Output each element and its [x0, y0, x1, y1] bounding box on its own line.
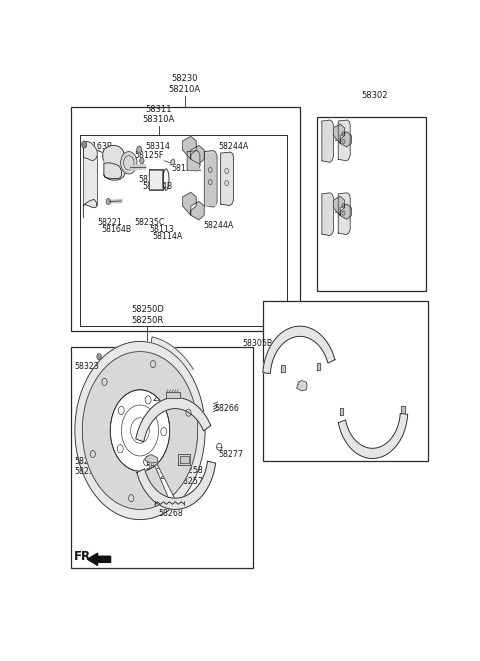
- Text: 58250D
58250R: 58250D 58250R: [131, 305, 164, 325]
- Text: FR.: FR.: [74, 550, 96, 563]
- Text: 58221: 58221: [97, 217, 122, 227]
- Polygon shape: [322, 193, 334, 235]
- Text: 58323: 58323: [74, 362, 99, 371]
- Text: 58164B: 58164B: [102, 225, 132, 234]
- Polygon shape: [180, 456, 189, 463]
- Bar: [71, 346, 253, 568]
- Polygon shape: [84, 157, 97, 204]
- Polygon shape: [83, 352, 198, 510]
- Text: 58163B: 58163B: [83, 142, 112, 151]
- Circle shape: [106, 198, 110, 204]
- Text: 58244A: 58244A: [203, 221, 233, 230]
- Polygon shape: [204, 151, 217, 207]
- Polygon shape: [221, 152, 233, 206]
- Text: 58251A
58252A: 58251A 58252A: [74, 457, 104, 477]
- Text: 58312A
58322B: 58312A 58322B: [145, 462, 176, 481]
- Polygon shape: [187, 151, 200, 171]
- Polygon shape: [130, 165, 146, 170]
- Polygon shape: [183, 192, 204, 220]
- Text: 58235C: 58235C: [134, 217, 165, 227]
- Circle shape: [120, 151, 137, 174]
- Text: 58230
58210A: 58230 58210A: [168, 74, 201, 94]
- Text: 58268: 58268: [158, 510, 183, 518]
- Polygon shape: [188, 153, 198, 169]
- Bar: [148, 169, 163, 190]
- Polygon shape: [136, 397, 211, 442]
- Text: 58244A: 58244A: [321, 207, 351, 215]
- Text: 58244A: 58244A: [218, 142, 248, 151]
- Bar: [71, 107, 300, 331]
- Polygon shape: [171, 159, 175, 165]
- Polygon shape: [75, 342, 205, 520]
- Polygon shape: [322, 120, 334, 163]
- Polygon shape: [84, 141, 97, 161]
- Bar: [263, 301, 428, 461]
- Polygon shape: [145, 455, 157, 463]
- Bar: [149, 170, 162, 189]
- Polygon shape: [137, 461, 216, 510]
- Polygon shape: [338, 414, 408, 459]
- Polygon shape: [334, 196, 351, 219]
- Polygon shape: [334, 124, 351, 147]
- Text: 58302: 58302: [361, 91, 387, 100]
- Text: 58258
58257: 58258 58257: [178, 466, 203, 486]
- Text: 58164B: 58164B: [143, 182, 173, 191]
- Text: 58113: 58113: [149, 225, 174, 234]
- Text: 58277: 58277: [218, 450, 243, 459]
- Circle shape: [97, 354, 101, 360]
- Polygon shape: [401, 406, 405, 413]
- Text: 58125F: 58125F: [134, 151, 164, 159]
- Text: 58266: 58266: [215, 404, 239, 413]
- Text: 58114A: 58114A: [152, 232, 182, 241]
- Polygon shape: [281, 366, 285, 373]
- Polygon shape: [178, 454, 190, 465]
- Polygon shape: [340, 408, 344, 415]
- Text: 25649: 25649: [152, 394, 177, 403]
- Circle shape: [137, 146, 142, 153]
- Circle shape: [82, 141, 87, 148]
- Polygon shape: [263, 326, 335, 373]
- Polygon shape: [205, 153, 215, 205]
- Polygon shape: [151, 336, 193, 373]
- Text: 58305B: 58305B: [242, 339, 273, 348]
- Text: 58311
58310A: 58311 58310A: [143, 104, 175, 124]
- Polygon shape: [166, 392, 180, 398]
- Polygon shape: [338, 120, 350, 161]
- Polygon shape: [103, 145, 126, 180]
- Text: 58125C: 58125C: [172, 165, 202, 173]
- Polygon shape: [338, 193, 350, 235]
- Polygon shape: [84, 200, 96, 217]
- Polygon shape: [317, 364, 321, 370]
- Polygon shape: [297, 381, 307, 391]
- Bar: [81, 136, 287, 326]
- Text: 58244A: 58244A: [321, 136, 351, 144]
- Bar: [317, 118, 426, 291]
- Polygon shape: [183, 136, 204, 164]
- Text: 58314: 58314: [145, 142, 170, 151]
- Polygon shape: [109, 200, 122, 203]
- Circle shape: [140, 158, 144, 164]
- Polygon shape: [87, 553, 110, 565]
- Text: 58222: 58222: [138, 175, 163, 184]
